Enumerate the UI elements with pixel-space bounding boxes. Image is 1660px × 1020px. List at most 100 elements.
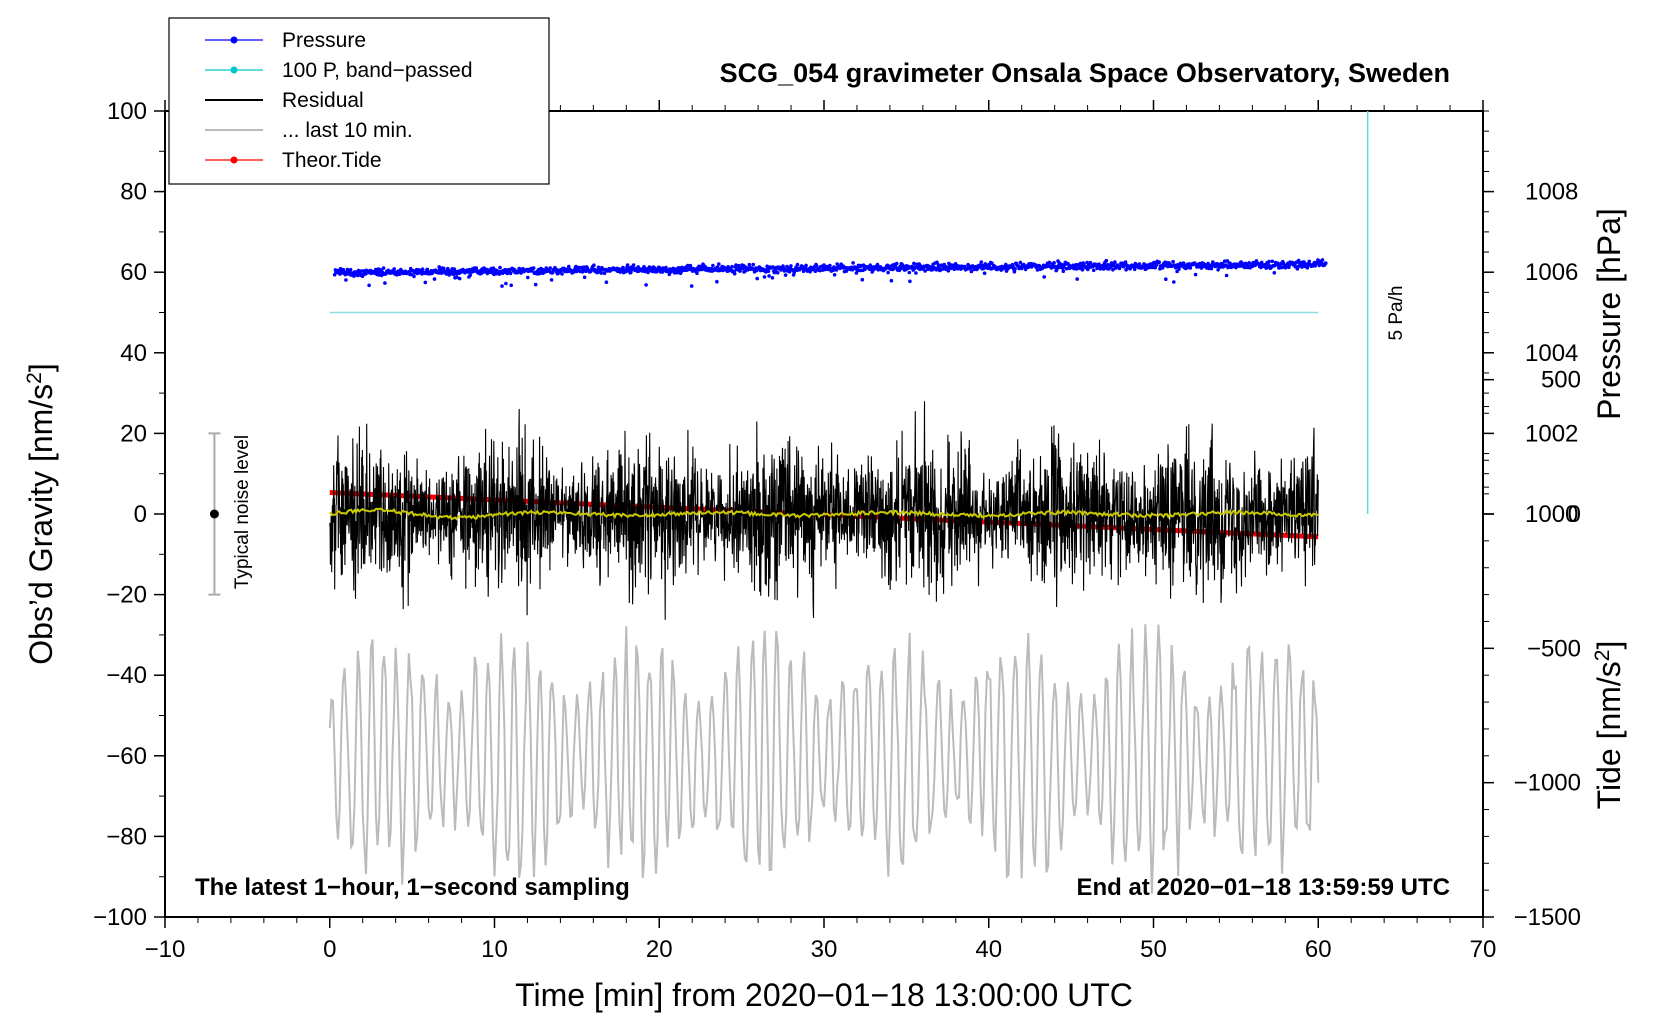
pressure-point <box>498 265 502 270</box>
pressure-point <box>1193 272 1198 277</box>
pressure-point <box>894 261 899 266</box>
pressure-point <box>717 262 721 266</box>
residual-line <box>329 401 1319 620</box>
pressure-point <box>526 275 530 280</box>
pressure-point <box>689 284 694 288</box>
pressure-point <box>818 268 822 273</box>
y-axis-title-pressure: Pressure [hPa] <box>1591 208 1627 420</box>
pressure-point <box>341 267 346 272</box>
pressure-point <box>789 264 793 268</box>
pressure-point <box>770 276 775 280</box>
pressure-point <box>442 266 446 271</box>
pressure-point <box>1172 280 1176 284</box>
pressure-point <box>1250 264 1255 269</box>
x-tick-label: 60 <box>1305 936 1332 963</box>
y-left-tick-label: −60 <box>106 743 147 770</box>
pressure-point <box>592 263 596 268</box>
pressure-point <box>1018 260 1023 265</box>
y-left-tick-label: −100 <box>93 904 147 931</box>
tide-tick-label: −1000 <box>1514 770 1581 797</box>
pressure-tick-label: 1006 <box>1525 259 1578 286</box>
rate-label: 5 Pa/h <box>1386 286 1407 341</box>
legend-swatch-marker <box>230 66 238 74</box>
pressure-point <box>711 263 715 268</box>
pressure-point <box>766 269 771 274</box>
pressure-point <box>1013 267 1017 271</box>
y-left-tick-label: 40 <box>120 340 147 367</box>
legend-swatch-marker <box>230 156 238 164</box>
x-tick-label: −10 <box>145 936 186 963</box>
annotation-layer <box>208 111 1369 596</box>
pressure-point <box>338 266 343 271</box>
pressure-point <box>356 273 360 278</box>
pressure-point <box>1305 265 1310 270</box>
pressure-point <box>937 264 941 269</box>
pressure-point <box>990 261 994 266</box>
pressure-point <box>1188 266 1193 270</box>
pressure-point <box>1164 277 1168 282</box>
pressure-point <box>982 271 987 276</box>
pressure-point <box>432 277 437 281</box>
pressure-point <box>783 273 788 277</box>
x-tick-label: 0 <box>323 936 336 963</box>
ticks-layer: −10 0 10 20 30 40 50 60 70100806040200−20−40−60−… <box>93 98 1581 963</box>
legend-swatch-marker <box>230 36 238 44</box>
legend-label: Theor.Tide <box>282 149 382 172</box>
pressure-point <box>1300 265 1304 269</box>
pressure-point <box>912 261 916 266</box>
legend-label: 100 P, band−passed <box>282 59 473 82</box>
pressure-tick-label: 1000 <box>1525 501 1578 528</box>
pressure-point <box>747 262 752 267</box>
pressure-point <box>604 280 609 285</box>
tide-tick-label: −500 <box>1527 635 1581 662</box>
pressure-point <box>1272 271 1277 275</box>
pressure-point <box>979 260 984 264</box>
pressure-point <box>875 262 880 267</box>
pressure-point <box>420 267 425 272</box>
pressure-point <box>533 282 538 287</box>
pressure-point <box>1078 261 1083 266</box>
legend-entries: Pressure 100 P, band−passed Residual ... la… <box>205 29 473 172</box>
pressure-point <box>383 281 387 285</box>
right-note: End at 2020−01−18 13:59:59 UTC <box>1076 874 1450 901</box>
pressure-point <box>468 273 473 278</box>
pressure-point <box>660 270 665 274</box>
pressure-point <box>1019 266 1024 271</box>
tide-tick-label: −1500 <box>1514 904 1581 931</box>
pressure-point <box>381 266 386 270</box>
pressure-point <box>1137 262 1142 266</box>
pressure-point <box>602 271 607 276</box>
pressure-point <box>549 278 554 282</box>
pressure-point <box>1111 268 1115 272</box>
pressure-point <box>1216 268 1220 272</box>
pressure-point <box>1247 261 1251 265</box>
pressure-point <box>409 272 414 277</box>
pressure-point <box>767 274 771 278</box>
pressure-point <box>734 263 738 267</box>
pressure-point <box>869 264 873 269</box>
x-axis-title: Time [min] from 2020−01−18 13:00:00 UTC <box>515 977 1133 1013</box>
pressure-point <box>808 269 812 274</box>
pressure-tick-label: 1004 <box>1525 340 1578 367</box>
tide-title-main: Tide [nm/s <box>1591 661 1627 809</box>
pressure-point <box>1123 260 1128 264</box>
pressure-point <box>1324 261 1328 266</box>
pressure-point <box>425 267 430 272</box>
pressure-point <box>625 263 630 267</box>
pressure-point <box>1035 268 1040 272</box>
pressure-point <box>1091 268 1096 273</box>
y-left-tick-label: 80 <box>120 179 147 206</box>
pressure-point <box>457 276 462 281</box>
pressure-point <box>923 269 927 273</box>
pressure-point <box>508 271 513 276</box>
pressure-point <box>1113 260 1117 264</box>
pressure-point <box>860 277 865 282</box>
pressure-point <box>946 269 951 273</box>
pressure-point <box>1047 260 1052 265</box>
pressure-point <box>423 280 428 285</box>
pressure-point <box>908 279 912 284</box>
pressure-point <box>886 270 890 275</box>
pressure-point <box>1239 260 1243 264</box>
pressure-point <box>730 264 734 269</box>
pressure-point <box>560 272 564 276</box>
